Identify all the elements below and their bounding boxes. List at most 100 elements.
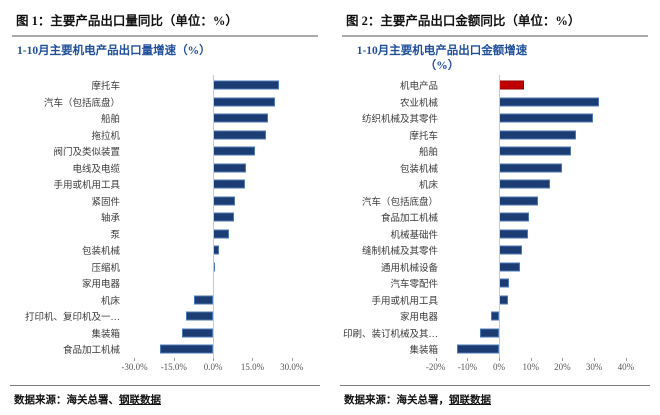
axis-tick-mark [499,357,501,361]
bar [499,295,508,305]
chart-row: 包装机械 [12,242,318,259]
category-label: 船舶 [418,148,438,159]
subtitle-line-1: 1-10月主要机电产品出口金额增速 [356,45,528,57]
category-label: 电线及电缆 [72,164,120,175]
chart-row: 手用或机用工具 [12,176,318,193]
figure-2: 图 2：主要产品出口金额同比（单位：%） 1-10月主要机电产品出口金额增速 （… [330,0,660,415]
chart-row: 食品加工机械 [342,209,648,226]
bar [499,163,563,173]
bar-track [124,259,318,276]
axis-tick-mark [213,357,215,361]
category-label: 农业机械 [399,98,438,109]
bar [213,262,216,272]
category-label: 缝制机械及其零件 [361,247,438,258]
category-label: 集装箱 [91,329,120,340]
category-label: 拖拉机 [91,131,120,142]
bar [213,163,246,173]
chart-row: 拖拉机 [12,127,318,144]
bar [213,130,266,140]
axis-tick-label: 15.0% [240,361,265,372]
bar [213,97,275,107]
axis-tick-label: 30.0% [280,361,304,372]
category-label: 机床 [418,181,438,192]
axis-tick-label: -20% [425,361,446,372]
bar-track [442,94,648,111]
chart-row: 印刷、装订机械及其… [342,325,648,342]
category-label: 机床 [100,296,120,307]
bar [499,229,529,239]
bar-track [124,292,318,309]
chart-row: 集装箱 [12,325,318,342]
bar [213,245,219,255]
bar [213,80,279,90]
chart-row: 机械基础件 [342,226,648,243]
bar-track [442,110,648,127]
chart-row: 轴承 [12,209,318,226]
chart-row: 船舶 [342,143,648,160]
axis-tick-label: -10% [457,361,478,372]
bar-track [124,341,318,358]
chart-row: 摩托车 [12,77,318,94]
category-label: 机电产品 [399,82,438,93]
chart-row: 手用或机用工具 [342,292,648,309]
chart-row: 机床 [342,176,648,193]
source-text: 数据来源：海关总署、钢联数据 [10,392,320,407]
category-label: 汽车（包括底盘） [43,98,120,109]
chart-row: 缝制机械及其零件 [342,242,648,259]
bar-track [442,325,648,342]
figure-2-source: 数据来源：海关总署，钢联数据 [340,385,650,407]
axis-tick-label: 40% [617,361,635,372]
category-label: 包装机械 [81,247,120,258]
figure-2-x-axis: -20% -10% 0% 10% 20% 30% 40% [426,357,648,375]
axis-tick-mark [252,357,254,361]
chart-row: 打印机、复印机及一… [12,308,318,325]
bar-track [442,226,648,243]
bar [159,344,214,354]
bar-track [442,259,648,276]
source-link[interactable]: 钢联数据 [119,395,161,406]
chart-row: 家用电器 [12,275,318,292]
bar [213,113,268,123]
axis-tick-label: 0% [493,361,506,372]
chart-row: 农业机械 [342,94,648,111]
bar-highlighted [499,80,525,90]
axis-tick-mark [134,357,136,361]
category-label: 紧固件 [91,197,120,208]
chart-row: 家用电器 [342,308,648,325]
bar [182,328,214,338]
source-link[interactable]: 钢联数据 [449,395,491,406]
bar [499,196,538,206]
category-label: 纺织机械及其零件 [361,115,438,126]
figure-1-x-axis: -30.0% -15.0% 0.0% 15.0% 30.0% [121,357,318,375]
axis-tick-mark [173,357,175,361]
bar [499,130,577,140]
category-label: 通用机械设备 [380,263,438,274]
bar-track [124,209,318,226]
chart-row: 机床 [12,292,318,309]
bar [480,328,500,338]
chart-row: 船舶 [12,110,318,127]
category-label: 轴承 [100,214,120,225]
bar-track [124,193,318,210]
chart-row: 纺织机械及其零件 [342,110,648,127]
chart-row: 紧固件 [12,193,318,210]
chart-row: 阀门及类似装置 [12,143,318,160]
source-divider [10,385,320,386]
bar [499,146,571,156]
category-label: 泵 [110,230,120,241]
subtitle-line-1: 1-10月主要机电产品出口量增速（%） [17,45,211,57]
axis-tick-label: 20% [554,361,571,372]
axis-tick-mark [625,357,627,361]
bar [499,278,509,288]
category-label: 食品加工机械 [380,214,438,225]
axis-tick-mark [530,357,532,361]
bar-track [442,143,648,160]
chart-row: 汽车（包括底盘） [342,193,648,210]
figure-2-plot: 机电产品 农业机械 纺织机械及其零件 摩托车 船舶 包装机械 机床 汽车（包括底盘） 食品加工机… [342,75,648,360]
bar-track [124,94,318,111]
bar [456,344,500,354]
category-label: 家用电器 [81,280,120,291]
bar-track [124,226,318,243]
axis-tick-label: 30% [585,361,603,372]
figure-1: 图 1：主要产品出口量同比（单位：%） 1-10月主要机电产品出口量增速（%） … [10,14,320,407]
